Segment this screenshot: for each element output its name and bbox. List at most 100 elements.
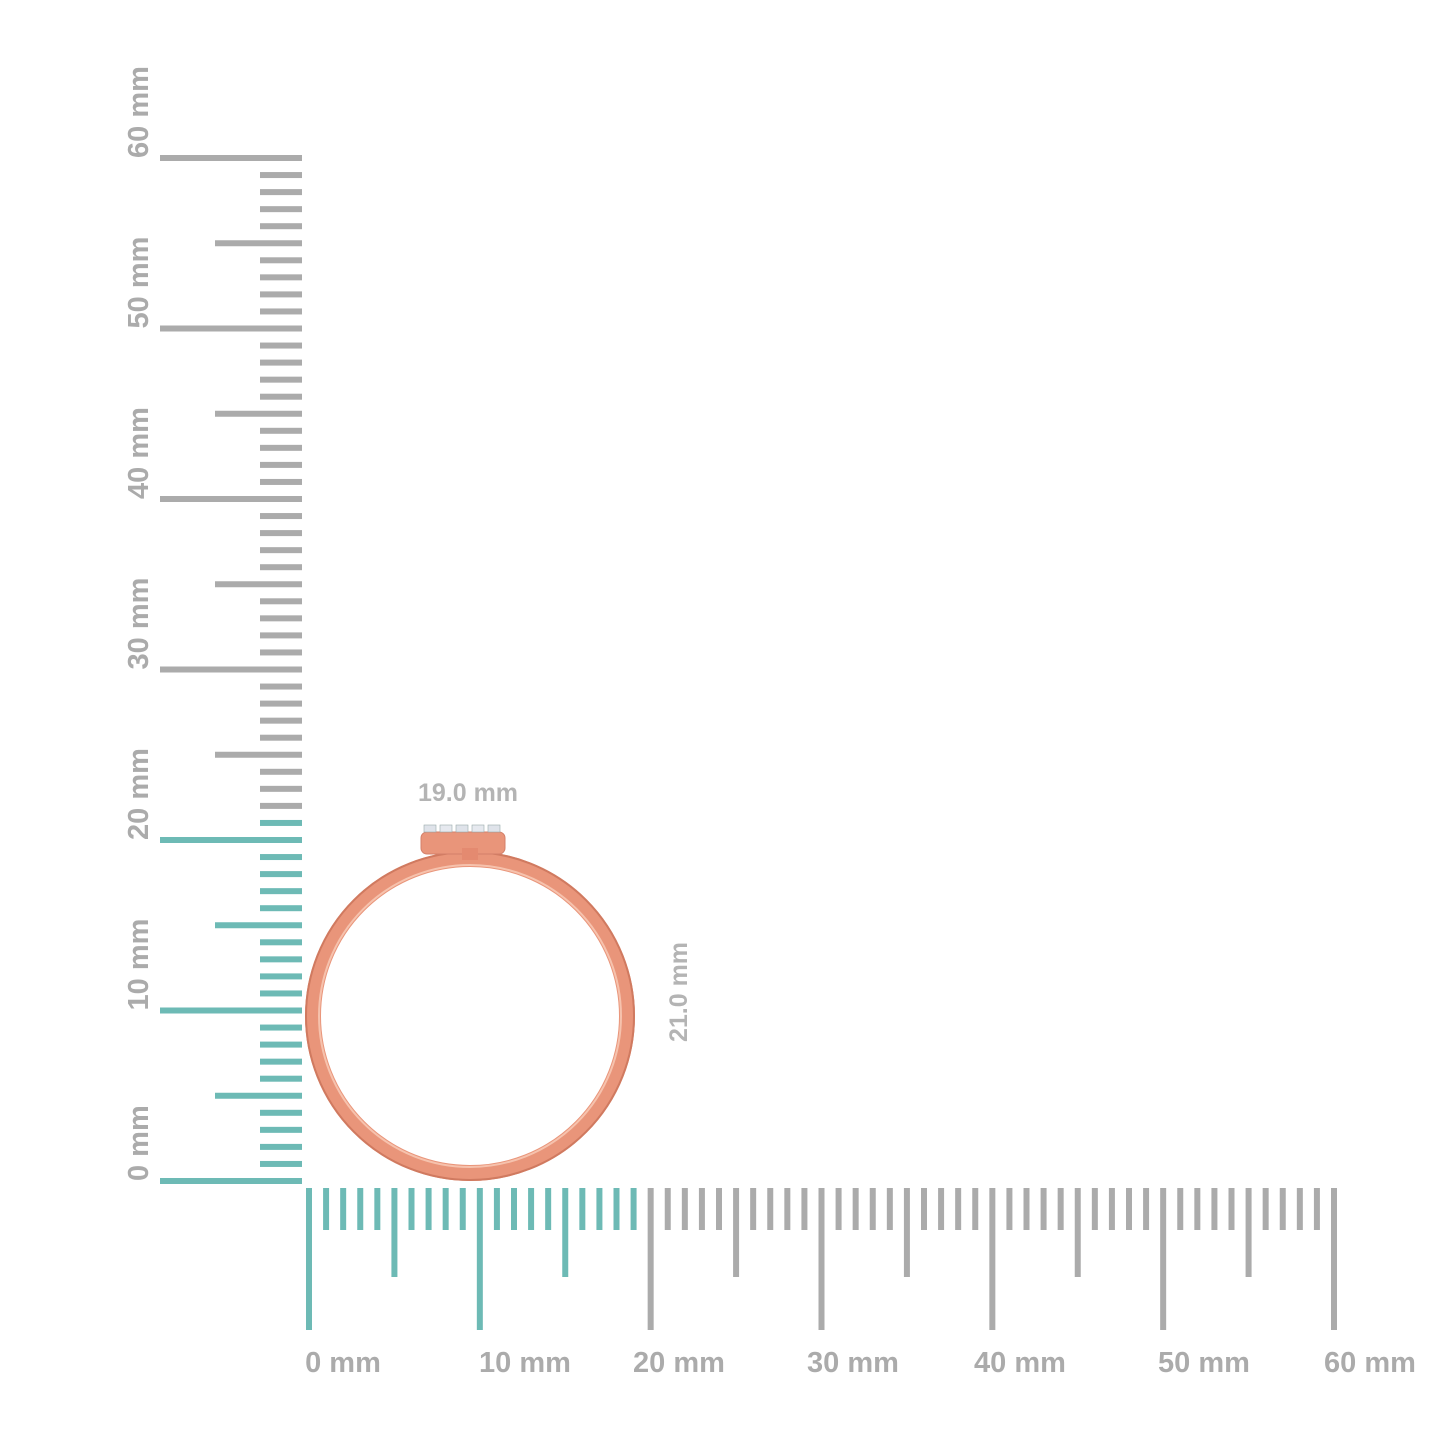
horizontal-tick <box>1262 1188 1269 1230</box>
horizontal-tick <box>972 1188 979 1230</box>
horizontal-tick <box>476 1188 483 1330</box>
horizontal-tick <box>1194 1188 1201 1230</box>
vertical-tick <box>260 683 302 690</box>
horizontal-tick <box>562 1188 569 1277</box>
vertical-tick <box>160 1178 302 1184</box>
vertical-tick <box>260 376 302 383</box>
horizontal-tick <box>921 1188 927 1230</box>
vertical-tick <box>260 700 302 707</box>
horizontal-ruler-labels: 0 mm 10 mm 20 mm 30 mm 40 mm 50 mm 60 mm <box>305 1347 1416 1379</box>
vertical-tick <box>215 410 302 417</box>
vertical-tick <box>260 274 302 281</box>
vertical-tick <box>260 939 302 946</box>
horizontal-tick <box>340 1188 347 1230</box>
horizontal-tick <box>425 1188 432 1230</box>
vertical-tick <box>215 581 302 588</box>
ring-band <box>305 851 635 1181</box>
vertical-tick <box>260 189 302 196</box>
vertical-ruler <box>160 155 302 1184</box>
vertical-tick <box>260 598 302 605</box>
vertical-tick <box>260 257 302 264</box>
horizontal-tick <box>801 1188 808 1230</box>
vertical-tick <box>260 530 302 537</box>
horizontal-tick <box>869 1188 876 1230</box>
ring-band-highlight <box>318 864 622 1168</box>
vertical-tick <box>260 206 302 213</box>
vertical-tick <box>260 854 302 861</box>
vertical-tick <box>260 1109 302 1116</box>
ring-head-post <box>462 848 478 860</box>
horizontal-tick <box>989 1188 996 1330</box>
horizontal-tick <box>835 1188 842 1230</box>
horizontal-tick <box>579 1188 586 1230</box>
horizontal-ruler-label: 0 mm <box>305 1347 381 1379</box>
vertical-tick <box>260 888 302 895</box>
vertical-tick <box>260 768 302 775</box>
vertical-tick <box>260 547 302 554</box>
horizontal-tick <box>938 1188 945 1230</box>
horizontal-ruler-label: 60 mm <box>1324 1347 1416 1379</box>
vertical-tick <box>260 1126 302 1133</box>
vertical-tick <box>260 564 302 571</box>
horizontal-ruler-label: 30 mm <box>807 1347 899 1379</box>
vertical-ruler-label: 30 mm <box>123 578 155 670</box>
horizontal-tick <box>323 1188 330 1230</box>
horizontal-ruler-label: 40 mm <box>974 1347 1066 1379</box>
horizontal-tick <box>1006 1188 1013 1230</box>
vertical-tick <box>260 393 302 400</box>
vertical-tick <box>215 922 302 929</box>
horizontal-tick <box>716 1188 722 1230</box>
horizontal-tick <box>1143 1188 1150 1230</box>
horizontal-tick <box>1211 1188 1218 1230</box>
vertical-tick <box>260 478 302 485</box>
vertical-tick <box>260 785 302 792</box>
horizontal-tick <box>733 1188 740 1277</box>
vertical-tick <box>260 342 302 349</box>
vertical-tick <box>215 1092 302 1099</box>
horizontal-tick <box>903 1188 910 1277</box>
horizontal-tick <box>545 1188 552 1230</box>
horizontal-tick <box>442 1188 449 1230</box>
vertical-tick <box>260 461 302 468</box>
horizontal-ruler-label: 50 mm <box>1158 1347 1250 1379</box>
height-dimension-label: 21.0 mm <box>665 942 693 1042</box>
horizontal-tick <box>1177 1188 1184 1230</box>
horizontal-tick <box>459 1188 466 1230</box>
vertical-ruler-label: 20 mm <box>123 748 155 840</box>
vertical-tick <box>160 155 302 161</box>
horizontal-tick <box>681 1188 688 1230</box>
horizontal-tick <box>1126 1188 1132 1230</box>
horizontal-tick <box>818 1188 825 1330</box>
vertical-tick <box>260 1160 302 1167</box>
horizontal-tick <box>391 1188 398 1277</box>
horizontal-tick <box>528 1188 535 1230</box>
vertical-ruler-label: 0 mm <box>123 1105 155 1181</box>
horizontal-tick <box>306 1188 312 1330</box>
vertical-tick <box>260 802 302 809</box>
horizontal-tick <box>1313 1188 1320 1230</box>
horizontal-tick <box>1279 1188 1286 1230</box>
horizontal-tick <box>1057 1188 1064 1230</box>
vertical-tick <box>260 973 302 980</box>
horizontal-tick <box>357 1188 364 1230</box>
vertical-tick <box>260 1041 302 1048</box>
horizontal-tick <box>767 1188 774 1230</box>
vertical-tick <box>260 427 302 434</box>
vertical-ruler-labels: 0 mm 10 mm 20 mm 30 mm 40 mm 50 mm 60 mm <box>123 66 155 1181</box>
vertical-tick <box>260 905 302 912</box>
vertical-ruler-label: 60 mm <box>123 66 155 158</box>
horizontal-tick <box>613 1188 620 1230</box>
vertical-tick <box>215 751 302 758</box>
horizontal-tick <box>750 1188 757 1230</box>
vertical-tick <box>260 615 302 622</box>
vertical-tick <box>160 496 302 502</box>
horizontal-tick <box>1023 1188 1030 1230</box>
horizontal-tick <box>698 1188 705 1230</box>
vertical-tick <box>260 871 302 878</box>
horizontal-tick <box>1091 1188 1098 1230</box>
horizontal-tick <box>955 1188 962 1230</box>
horizontal-tick <box>886 1188 893 1230</box>
vertical-tick <box>260 172 302 179</box>
horizontal-ruler-label: 10 mm <box>479 1347 571 1379</box>
